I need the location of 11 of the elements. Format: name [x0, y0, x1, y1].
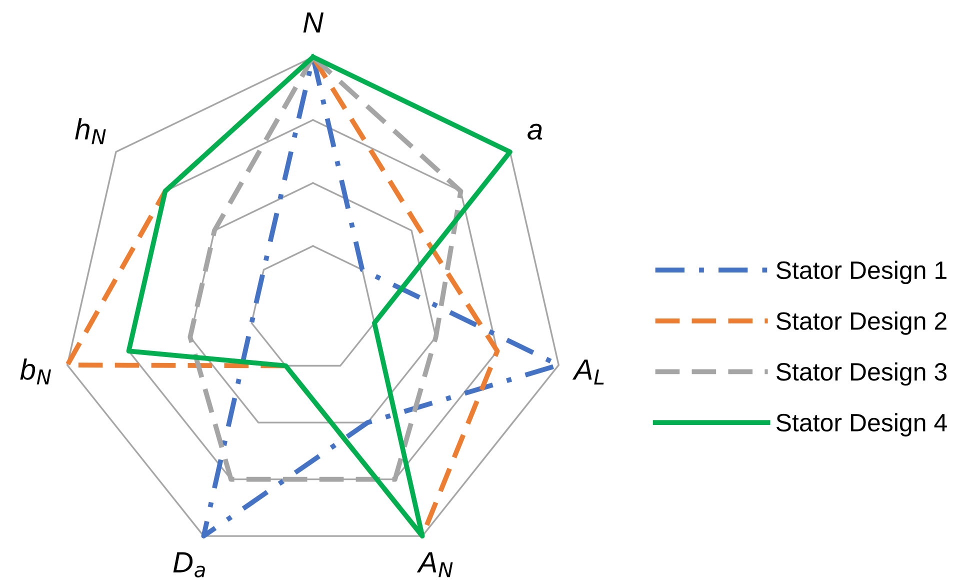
spoke-label: a: [528, 124, 542, 140]
spoke-label: b$_{N}$: [20, 358, 52, 384]
spoke-label: N: [303, 12, 324, 33]
legend-label: Stator Design 1: [776, 260, 946, 284]
spoke-label: D$_{a}$: [173, 552, 205, 578]
spoke-label: A$_{N}$: [416, 552, 453, 578]
legend-label: Stator Design 2: [776, 312, 946, 335]
legend-label: Stator Design 3: [776, 362, 947, 386]
legend-label: Stator Design 4: [776, 413, 947, 436]
spoke-label: h$_{N}$: [75, 118, 106, 144]
spoke-label: A$_{L}$: [572, 360, 604, 384]
